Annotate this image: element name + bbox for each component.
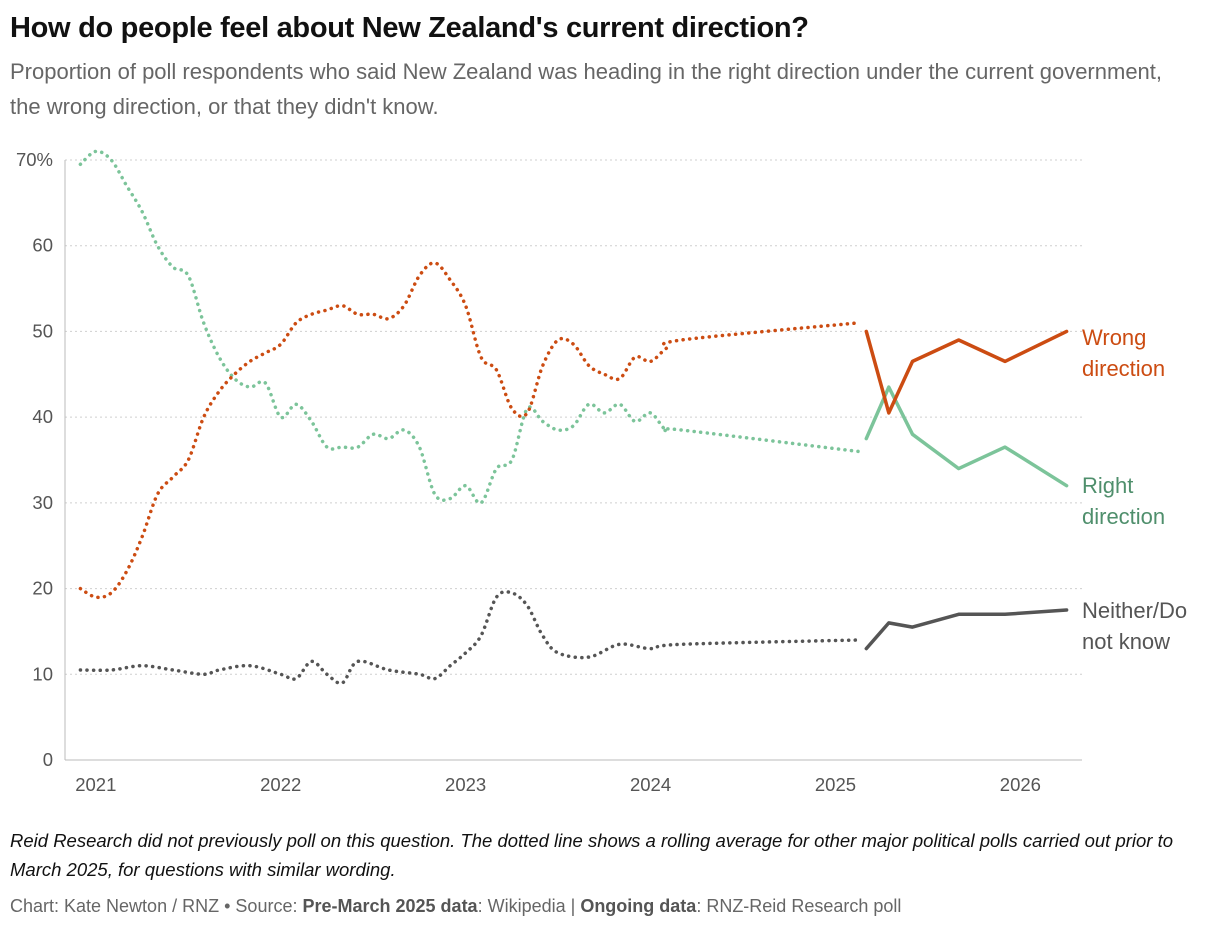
series-wrong-rolling-average — [78, 261, 860, 600]
y-axis-ticks: 0 10 20 30 40 50 60 70% — [16, 149, 53, 770]
series-label-right: Right — [1082, 473, 1133, 498]
series-right-rolling-average — [78, 149, 860, 505]
series-label-wrong: Wrong — [1082, 325, 1146, 350]
chart-credit: Chart: Kate Newton / RNZ • Source: Pre-M… — [10, 896, 901, 917]
x-tick-label: 2026 — [1000, 774, 1041, 795]
credit-ongoing-label: Ongoing data — [580, 896, 697, 916]
credit-source-prefix: Source: — [235, 896, 298, 916]
series-right-poll — [864, 385, 1069, 488]
series-label-wrong: direction — [1082, 356, 1165, 381]
series-label-neither: Neither/Do — [1082, 598, 1187, 623]
chart-note: Reid Research did not previously poll on… — [10, 830, 1174, 880]
series-wrong-poll — [864, 329, 1069, 415]
credit-pre-label: Pre-March 2025 data — [302, 896, 478, 916]
chart-subtitle: Proportion of poll respondents who said … — [10, 59, 1163, 119]
series-neither-poll — [864, 608, 1069, 651]
series-labels: Wrong direction Right direction Neither/Do no… — [1082, 325, 1187, 654]
x-tick-label: 2023 — [445, 774, 486, 795]
axes — [64, 160, 1082, 761]
x-tick-label: 2024 — [630, 774, 671, 795]
y-tick-label: 30 — [32, 492, 53, 513]
series-label-right: direction — [1082, 504, 1165, 529]
credit-bullet: • — [224, 896, 231, 916]
y-tick-label: 70% — [16, 149, 53, 170]
credit-ongoing-value: : RNZ-Reid Research poll — [696, 896, 902, 916]
credit-author: Chart: Kate Newton / RNZ — [10, 896, 220, 916]
x-tick-label: 2021 — [75, 774, 116, 795]
grid-lines — [65, 159, 1082, 675]
series-lines — [78, 149, 1069, 686]
y-tick-label: 40 — [32, 406, 53, 427]
credit-pre-value: : Wikipedia | — [477, 896, 576, 916]
chart-title: How do people feel about New Zealand's c… — [10, 12, 809, 44]
x-tick-label: 2022 — [260, 774, 301, 795]
y-tick-label: 10 — [32, 663, 53, 684]
y-tick-label: 50 — [32, 320, 53, 341]
x-tick-label: 2025 — [815, 774, 856, 795]
series-label-neither: not know — [1082, 629, 1170, 654]
y-tick-label: 60 — [32, 235, 53, 256]
y-tick-label: 20 — [32, 578, 53, 599]
series-neither-rolling-average — [78, 589, 860, 686]
x-axis-ticks: 2021 2022 2023 2024 2025 2026 — [75, 774, 1041, 795]
y-tick-label: 0 — [43, 749, 53, 770]
